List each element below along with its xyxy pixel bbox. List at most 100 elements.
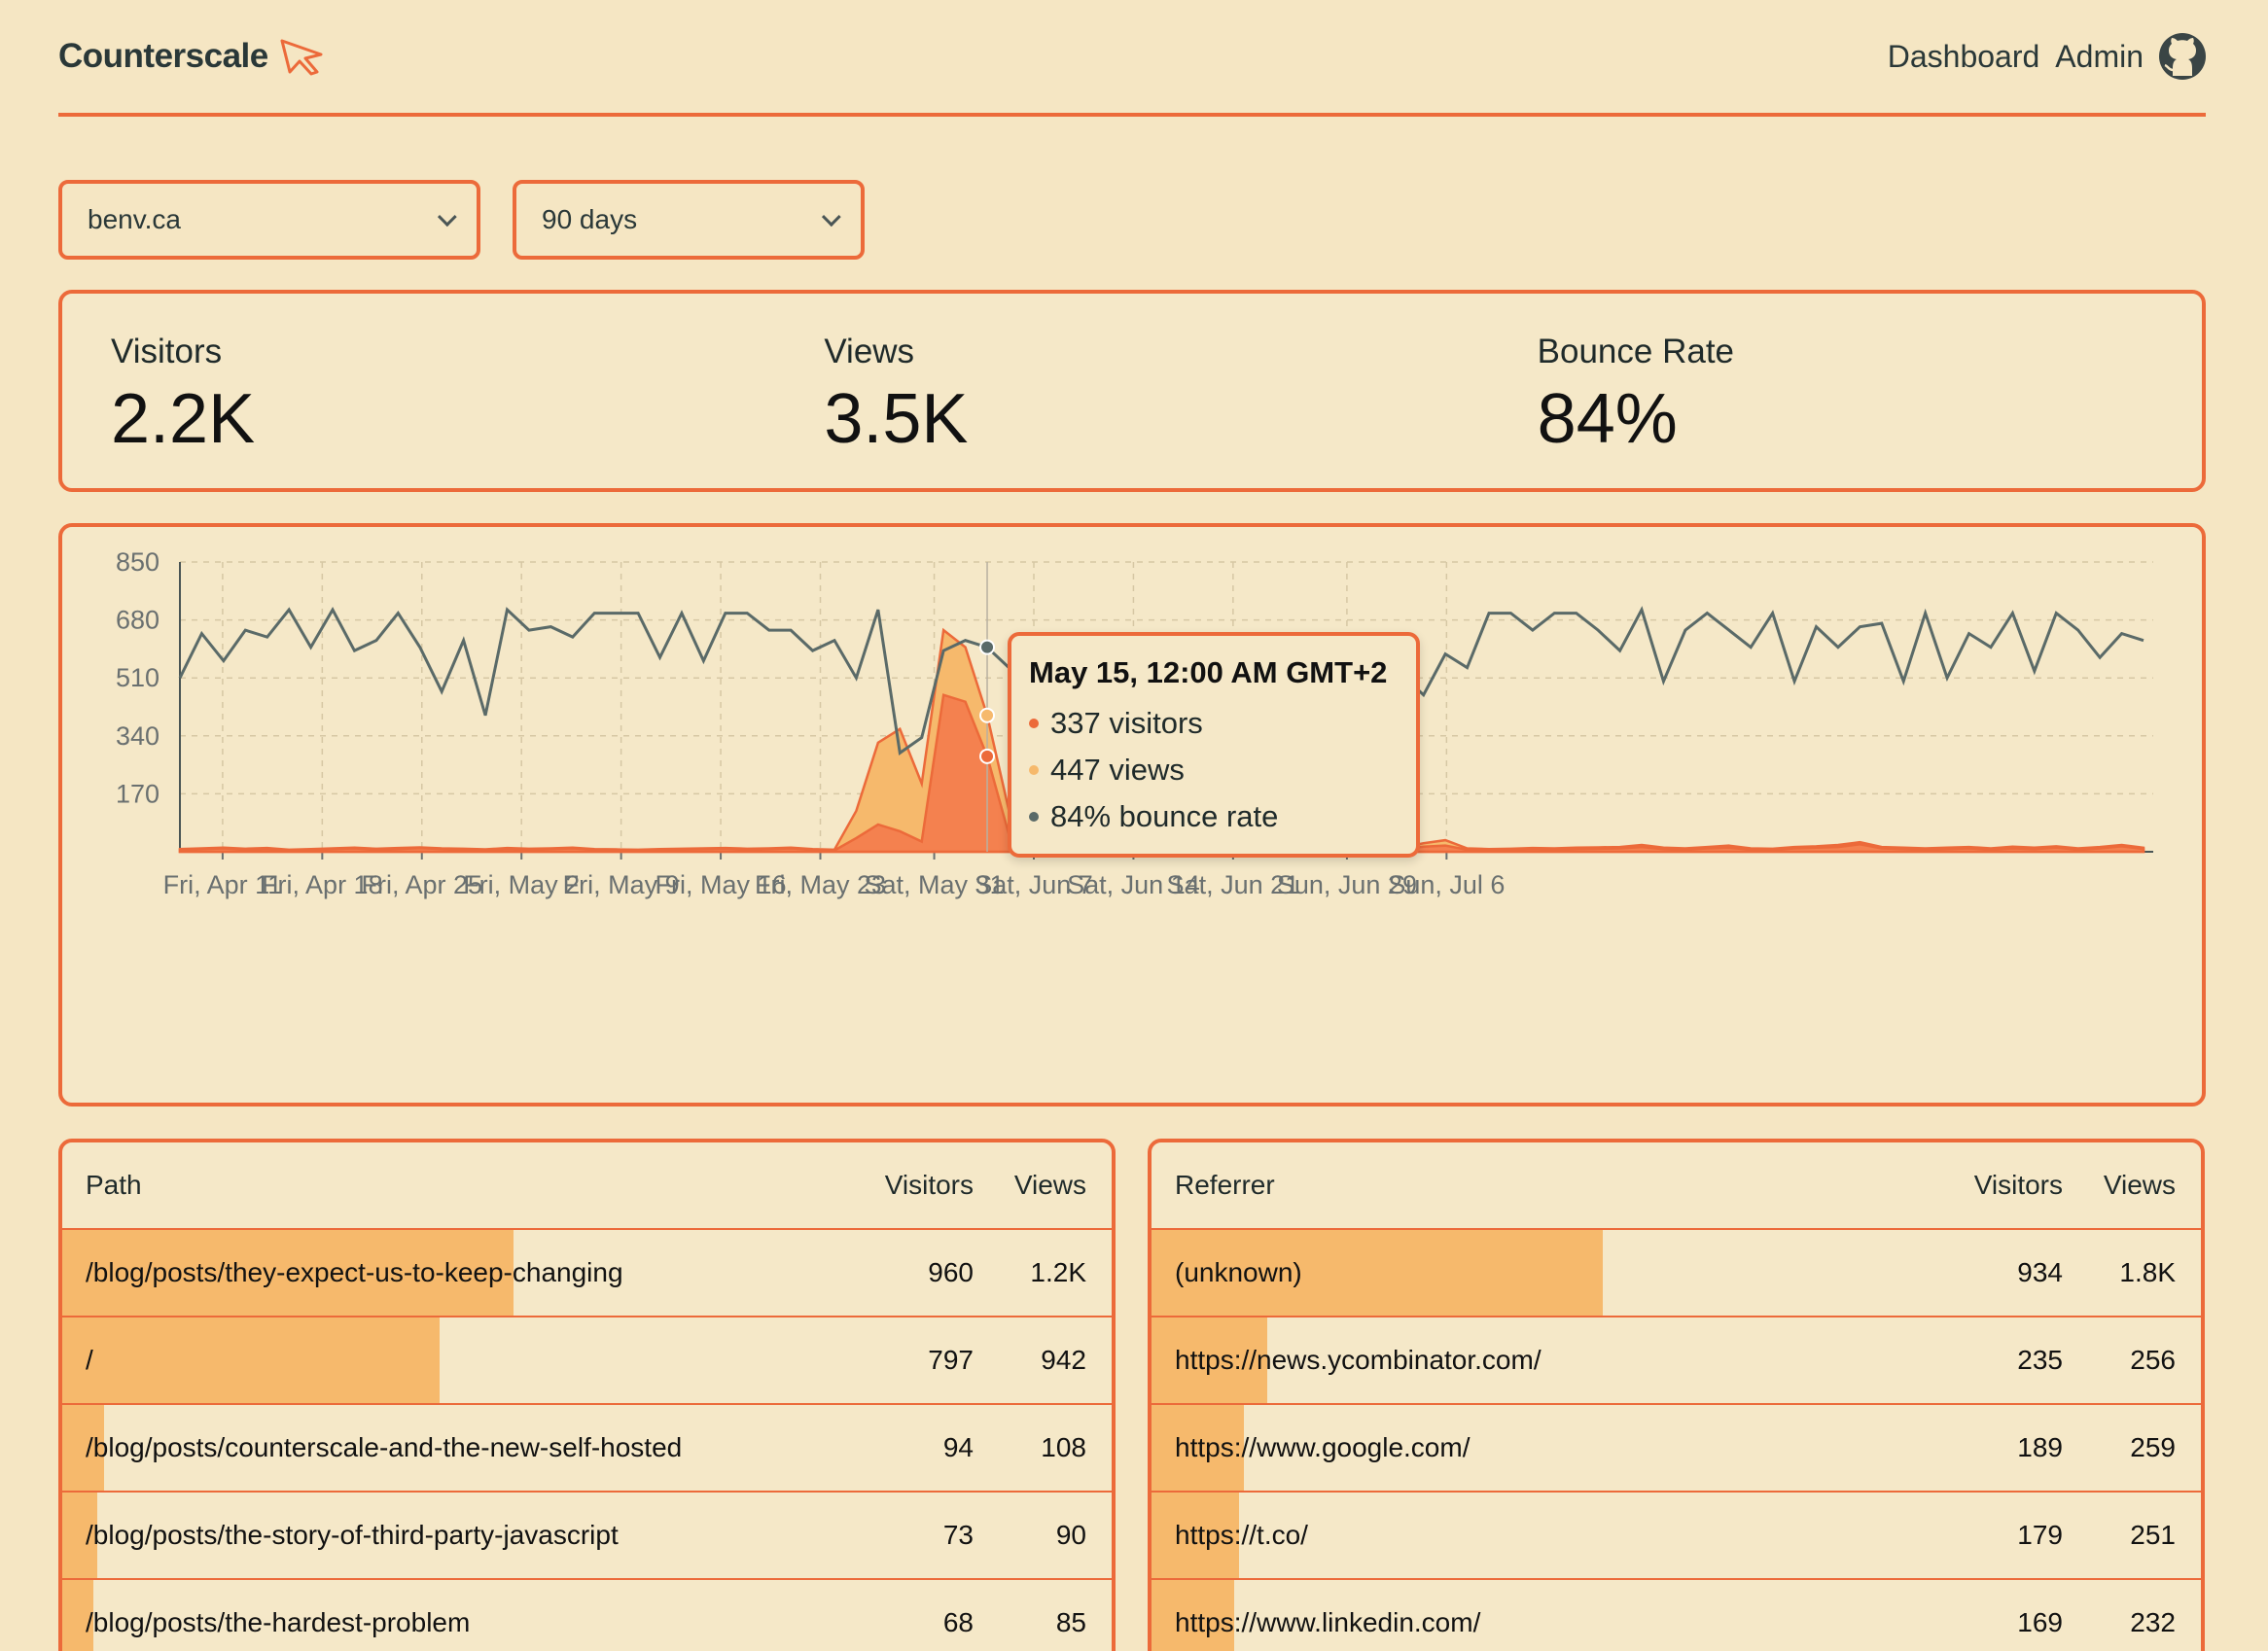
nav-dashboard[interactable]: Dashboard [1887,38,2040,74]
nav-admin[interactable]: Admin [2055,38,2144,74]
row-visitors: 189 [2017,1432,2063,1462]
x-tick-label: Fri, Apr 25 [361,870,482,899]
column-header-views: Views [1013,1170,1086,1200]
column-header-views: Views [2103,1170,2176,1200]
share-bar [62,1405,105,1491]
tooltip-bounce: 84% bounce rate [1029,793,1416,840]
table-row[interactable]: https://t.co/179 251 [1152,1493,2201,1580]
table-row[interactable]: https://www.google.com/189 259 [1152,1405,2201,1493]
row-visitors: 169 [2017,1607,2063,1637]
x-tick-label: Sat, Jun 7 [975,870,1093,899]
site-select[interactable]: benv.ca [58,180,480,260]
stat-label: Bounce Rate [1537,333,1735,370]
stat-value: 3.5K [824,380,969,458]
row-views: 1.8K [2119,1257,2176,1287]
table-row[interactable]: / 797 942 [62,1317,1112,1405]
table-body: (unknown) 934 1.8K https://news.ycombinator… [1152,1230,2201,1651]
column-header-referrer: Referrer [1175,1170,1275,1200]
row-visitors: 934 [2017,1257,2063,1287]
column-header-path: Path [86,1170,142,1200]
share-bar [62,1317,441,1403]
range-select[interactable]: 90 days [513,180,865,260]
visitors-dot-icon [1029,719,1039,728]
row-visitors: 235 [2017,1345,2063,1375]
table-row[interactable]: https://news.ycombinator.com/235 256 [1152,1317,2201,1405]
bounce-hover-point [979,639,996,655]
row-visitors: 179 [2017,1520,2063,1550]
referrers-table: Referrer Visitors Views (unknown) 934 1.8K… [1148,1139,2205,1651]
filters: benv.ca 90 days [58,180,2206,260]
views-hover-point [979,707,996,723]
brand[interactable]: Counterscale [58,37,327,76]
row-label: / [86,1345,93,1375]
share-bar [62,1580,94,1651]
chart-card: 850 680 510 340 170 Fri, Apr 11 Fri, Apr 18 Fri… [58,523,2206,1107]
row-visitors: 73 [942,1520,974,1550]
x-tick-label: Sat, Jun 14 [1067,870,1200,899]
row-label: https://www.google.com/ [1175,1432,1471,1462]
table-header: Referrer Visitors Views [1152,1142,2201,1230]
x-tick-label: Sun, Jul 6 [1388,870,1505,899]
row-visitors: 960 [928,1257,974,1287]
x-tick-label: Sat, Jun 21 [1167,870,1300,899]
table-row[interactable]: /blog/posts/counterscale-and-the-new-sel… [62,1405,1112,1493]
row-visitors: 94 [942,1432,974,1462]
row-label: https://www.linkedin.com/ [1175,1607,1481,1637]
x-tick-label: Sat, May 31 [865,870,1005,899]
y-tick-label: 680 [116,606,159,635]
stat-value: 2.2K [111,380,256,458]
table-row[interactable]: https://www.linkedin.com/169 232 [1152,1580,2201,1651]
row-visitors: 68 [942,1607,974,1637]
table-row[interactable]: (unknown) 934 1.8K [1152,1230,2201,1317]
views-dot-icon [1029,765,1039,775]
chevron-down-icon [437,207,457,228]
x-tick-label: Fri, May 16 [656,870,787,899]
bounce-dot-icon [1029,812,1039,822]
table-body: /blog/posts/they-expect-us-to-keep-chang… [62,1230,1112,1651]
row-views: 1.2K [1030,1257,1086,1287]
tooltip-views-text: 447 views [1050,753,1185,787]
table-row[interactable]: /blog/posts/the-story-of-third-party-jav… [62,1493,1112,1580]
row-label: https://t.co/ [1175,1520,1308,1550]
paths-table: Path Visitors Views /blog/posts/they-exp… [58,1139,1116,1651]
column-header-visitors: Visitors [1973,1170,2063,1200]
stat-bounce-rate: Bounce Rate 84% [1489,294,2202,488]
stats-card: Visitors 2.2K Views 3.5K Bounce Rate 84% [58,290,2206,492]
share-bar [1152,1317,1267,1403]
github-icon[interactable] [2159,33,2206,80]
x-tick-label: Fri, May 23 [755,870,886,899]
range-select-value: 90 days [542,204,638,234]
chevron-down-icon [821,207,841,228]
row-label: https://news.ycombinator.com/ [1175,1345,1542,1375]
row-label: /blog/posts/the-hardest-problem [86,1607,471,1637]
row-views: 108 [1041,1432,1086,1462]
x-tick-label: Fri, May 2 [463,870,580,899]
x-tick-label: Fri, May 9 [563,870,680,899]
row-views: 942 [1041,1345,1086,1375]
tooltip-title: May 15, 12:00 AM GMT+2 [1029,655,1388,689]
share-bar [62,1230,514,1316]
stat-views: Views 3.5K [775,294,1488,488]
stat-label: Views [824,333,915,370]
x-tick-label: Fri, Apr 11 [163,870,283,899]
stat-value: 84% [1537,380,1678,458]
row-views: 85 [1055,1607,1086,1637]
y-tick-label: 850 [116,547,159,577]
chart-tooltip: May 15, 12:00 AM GMT+2 337 visitors 447 … [1008,632,1420,858]
row-views: 259 [2130,1432,2176,1462]
table-row[interactable]: /blog/posts/the-hardest-problem 68 85 [62,1580,1112,1651]
y-tick-label: 510 [116,663,159,692]
row-visitors: 797 [928,1345,974,1375]
top-header: Counterscale Dashboard Admin [58,0,2206,117]
y-tick-label: 170 [116,779,159,808]
y-tick-label: 340 [116,721,159,751]
stat-label: Visitors [111,333,223,370]
tooltip-views: 447 views [1029,747,1416,793]
row-views: 232 [2130,1607,2176,1637]
share-bar [1152,1230,1603,1316]
brand-name: Counterscale [58,37,268,75]
row-label: /blog/posts/counterscale-and-the-new-sel… [86,1432,683,1462]
site-select-value: benv.ca [88,204,181,234]
cursor-logo-icon [280,39,323,76]
table-row[interactable]: /blog/posts/they-expect-us-to-keep-chang… [62,1230,1112,1317]
